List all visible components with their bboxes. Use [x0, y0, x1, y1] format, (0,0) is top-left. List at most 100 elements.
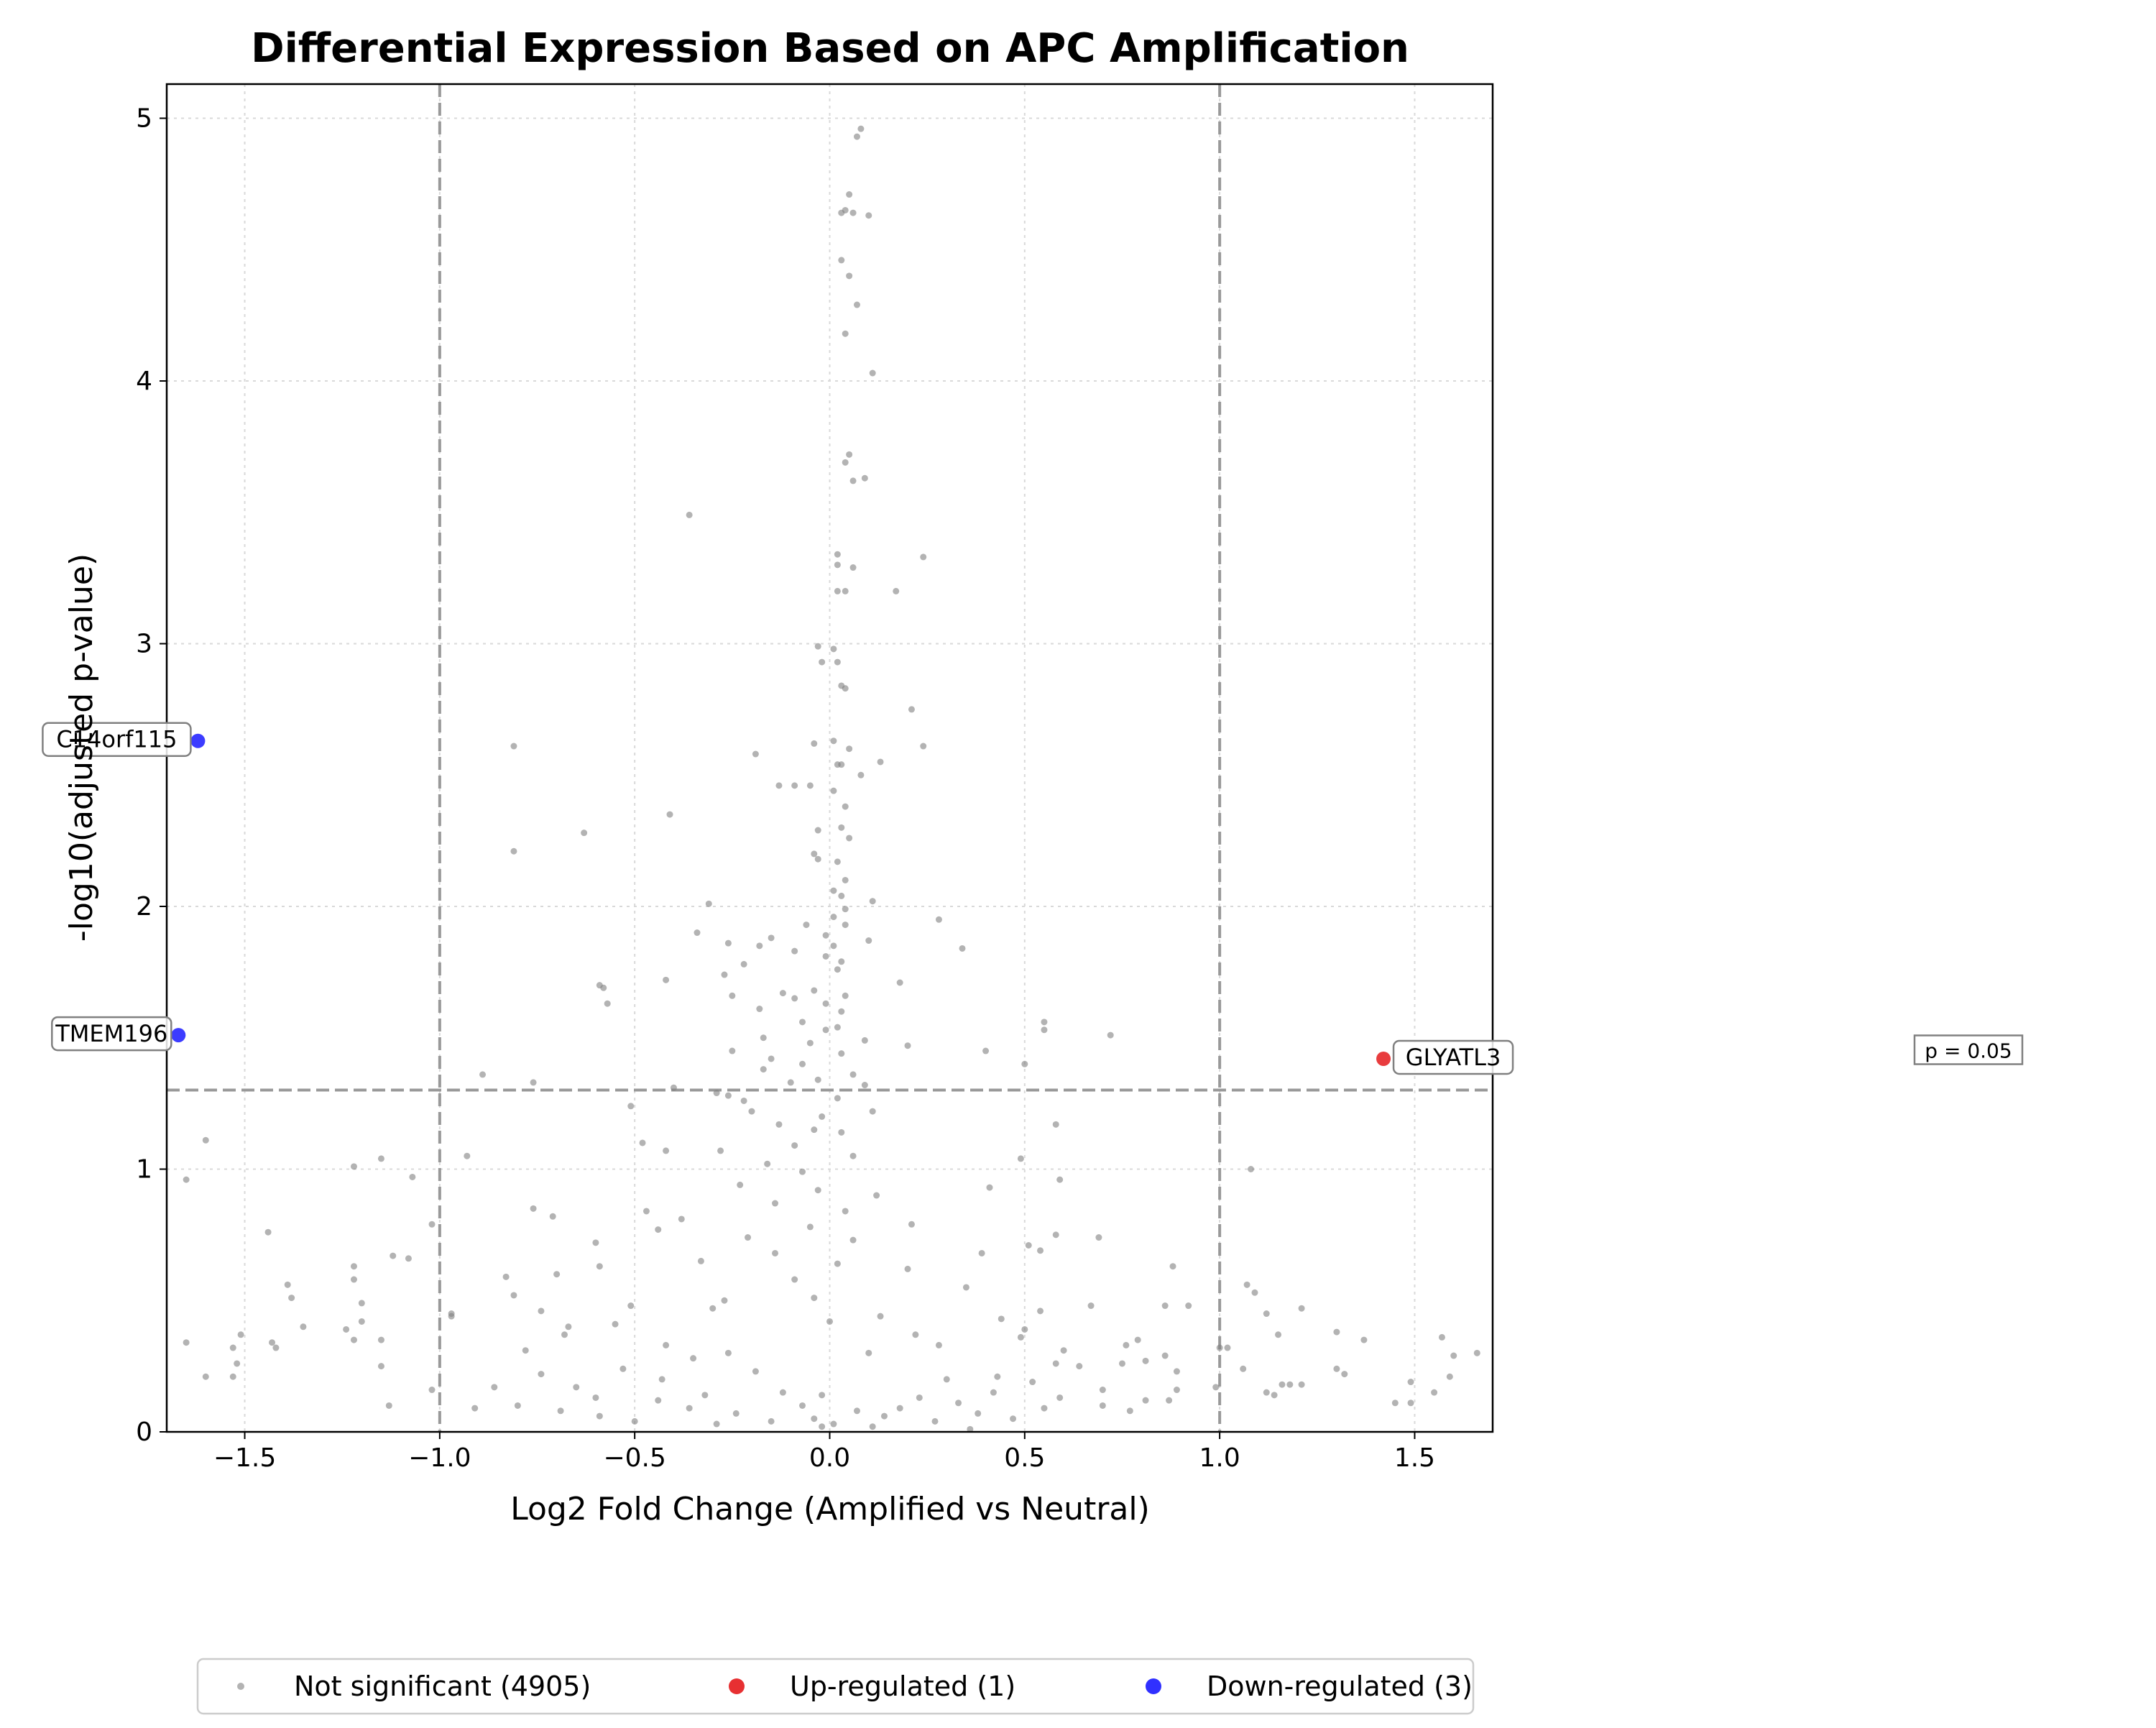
- data-point: [760, 1034, 767, 1042]
- data-point: [990, 1389, 997, 1396]
- data-point: [873, 1192, 880, 1199]
- data-point: [1251, 1289, 1258, 1296]
- data-point: [694, 929, 701, 937]
- data-point: [740, 1097, 747, 1104]
- data-point: [1099, 1402, 1106, 1409]
- data-point: [811, 1295, 818, 1302]
- data-point: [530, 1205, 537, 1212]
- x-axis: −1.5 −1.0 −0.5 0.0 0.5 1.0 1.5: [213, 1432, 1435, 1473]
- y-tick-label: 3: [136, 630, 152, 659]
- pvalue-threshold-label: p = 0.05: [1925, 1039, 2012, 1062]
- data-point: [853, 1407, 860, 1415]
- data-point: [510, 1292, 517, 1299]
- data-point: [701, 1392, 709, 1399]
- data-point: [491, 1384, 498, 1391]
- legend-marker: [1146, 1678, 1161, 1694]
- data-point: [849, 1152, 857, 1159]
- data-point: [1025, 1241, 1032, 1249]
- data-point: [1161, 1352, 1169, 1359]
- data-point: [838, 209, 845, 216]
- data-point: [428, 1387, 436, 1394]
- data-point: [1017, 1333, 1024, 1341]
- data-point: [865, 937, 872, 945]
- data-point: [1446, 1373, 1453, 1380]
- data-point: [350, 1163, 357, 1170]
- data-point: [264, 1228, 272, 1236]
- data-point: [729, 992, 736, 999]
- x-tick-label: −1.0: [408, 1443, 471, 1473]
- data-point: [1263, 1310, 1270, 1318]
- data-point: [752, 1368, 759, 1375]
- data-point: [428, 1221, 436, 1228]
- data-point: [464, 1152, 471, 1159]
- data-point: [838, 1008, 845, 1015]
- data-point: [819, 1423, 826, 1430]
- data-point: [1021, 1325, 1028, 1333]
- chart-title: Differential Expression Based on APC Amp…: [251, 25, 1409, 72]
- data-point: [1142, 1357, 1149, 1364]
- data-point: [842, 459, 849, 466]
- data-point: [631, 1417, 638, 1425]
- data-point: [663, 976, 670, 983]
- data-point: [1298, 1381, 1305, 1388]
- data-point: [819, 1392, 826, 1399]
- y-tick-label: 0: [136, 1417, 152, 1447]
- data-point: [666, 811, 673, 818]
- data-point: [982, 1047, 990, 1054]
- data-point: [842, 1208, 849, 1215]
- data-point: [869, 1108, 876, 1115]
- data-point: [998, 1315, 1005, 1323]
- data-point: [1037, 1308, 1044, 1315]
- legend-label: Down-regulated (3): [1207, 1670, 1473, 1702]
- data-point: [1010, 1415, 1017, 1423]
- data-point: [819, 658, 826, 666]
- data-point: [791, 1276, 798, 1283]
- data-point: [1298, 1305, 1305, 1312]
- legend-marker: [237, 1683, 244, 1690]
- data-point: [390, 1252, 397, 1259]
- data-point: [288, 1295, 295, 1302]
- data-point: [834, 561, 841, 569]
- data-point: [896, 1405, 903, 1412]
- data-point: [639, 1139, 646, 1146]
- data-point: [814, 1076, 821, 1083]
- data-point: [1095, 1234, 1102, 1241]
- data-point: [779, 1389, 786, 1396]
- data-point: [764, 1160, 771, 1167]
- data-point: [931, 1417, 939, 1425]
- data-point: [811, 850, 818, 858]
- data-point: [530, 1079, 537, 1086]
- data-point: [842, 922, 849, 929]
- data-point: [1173, 1387, 1180, 1394]
- data-point: [838, 958, 845, 965]
- data-point: [592, 1394, 599, 1401]
- data-point: [1212, 1384, 1220, 1391]
- data-point: [1407, 1400, 1414, 1407]
- data-point: [775, 782, 783, 789]
- data-point: [642, 1208, 650, 1215]
- data-point: [857, 125, 865, 132]
- data-point: [943, 1376, 950, 1383]
- data-point: [912, 1331, 919, 1338]
- data-point: [975, 1410, 982, 1417]
- data-point: [834, 1024, 841, 1031]
- data-point: [830, 942, 837, 950]
- data-point: [865, 212, 872, 219]
- data-point: [1134, 1336, 1141, 1343]
- data-point: [678, 1215, 685, 1223]
- data-point: [806, 1223, 814, 1231]
- data-point: [284, 1281, 291, 1288]
- data-point: [799, 1019, 806, 1026]
- gene-label-box: [51, 1016, 172, 1052]
- legend-box: [196, 1658, 1475, 1715]
- data-point: [791, 1142, 798, 1149]
- data-point: [849, 1071, 857, 1078]
- data-point: [553, 1271, 561, 1278]
- data-point: [834, 966, 841, 973]
- data-point: [846, 835, 853, 842]
- data-point: [237, 1331, 244, 1338]
- data-point: [994, 1373, 1001, 1380]
- data-point: [849, 477, 857, 484]
